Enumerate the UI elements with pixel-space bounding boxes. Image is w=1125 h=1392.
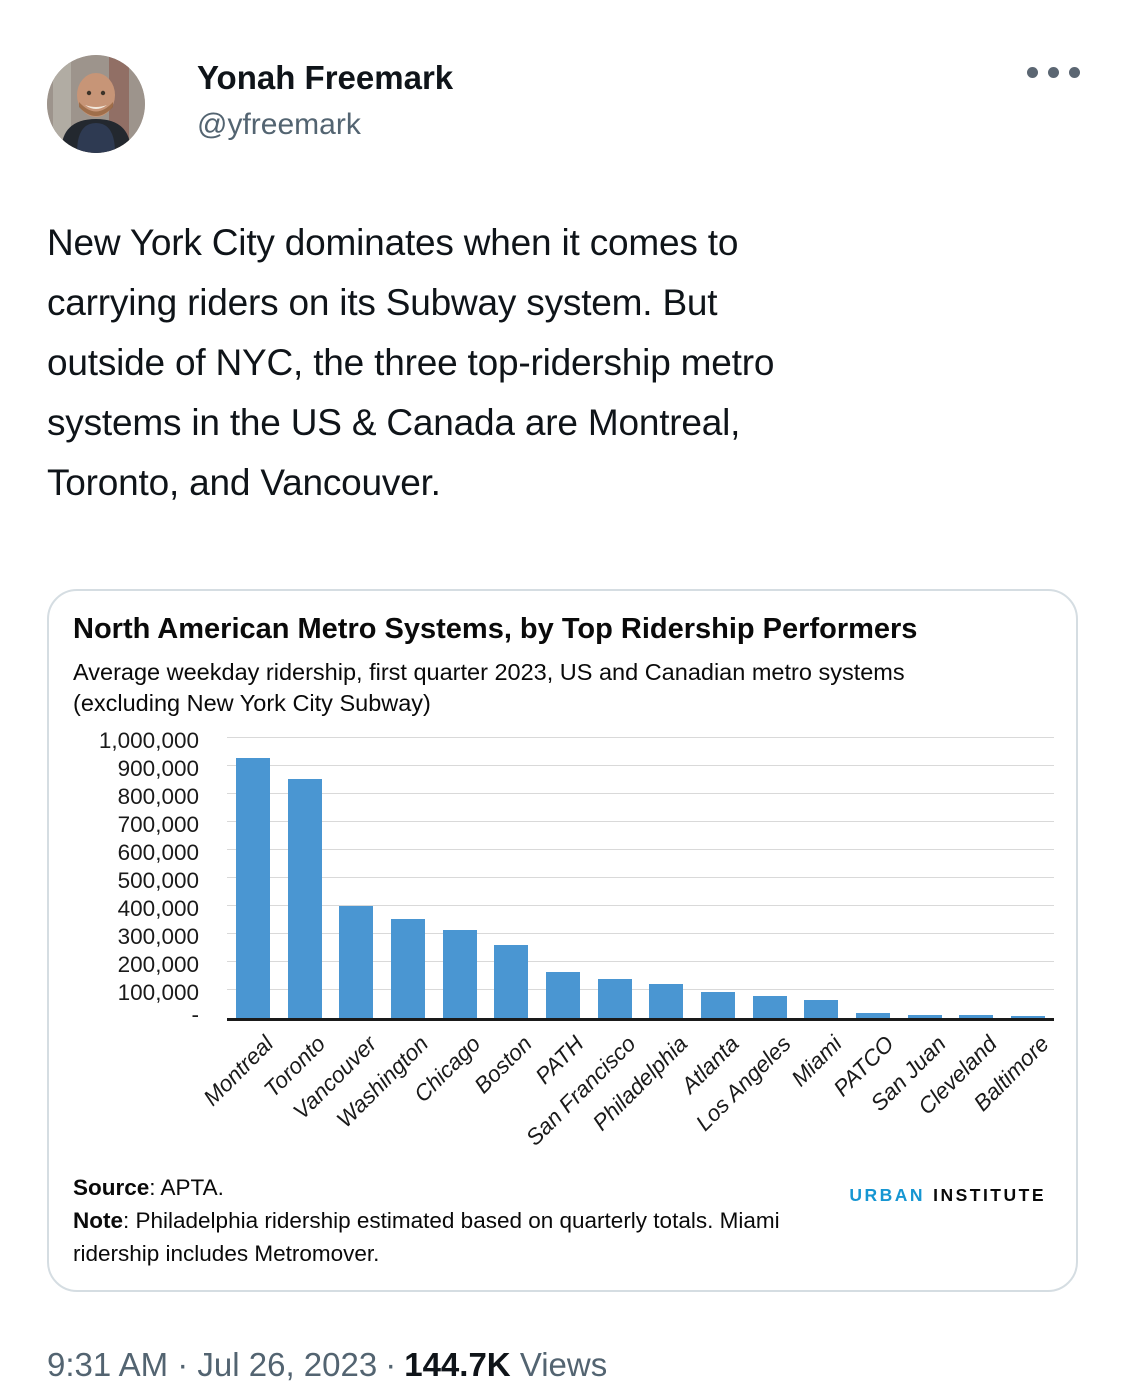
bar-boston (494, 945, 529, 1018)
avatar[interactable] (47, 55, 145, 153)
tweet-text: New York City dominates when it comes to… (47, 222, 775, 503)
y-tick-label: 900,000 (117, 756, 199, 781)
bar-slot (796, 741, 848, 1018)
y-tick-label: 700,000 (117, 812, 199, 837)
chart-image-card[interactable]: North American Metro Systems, by Top Rid… (47, 589, 1078, 1292)
bar-san-juan (907, 1014, 942, 1018)
chart-footer: Source: APTA. Note: Philadelphia ridersh… (73, 1171, 1052, 1270)
more-dots-icon (1048, 67, 1059, 78)
note-label: Note (73, 1208, 123, 1233)
tweet-meta: 9:31 AM · Jul 26, 2023 · 144.7K Views (47, 1344, 1080, 1386)
chart-plot-region: 1,000,000 900,000 800,000 700,000 600,000 500… (71, 729, 1054, 1027)
more-options-button[interactable] (1027, 55, 1080, 78)
gridline (227, 821, 1054, 822)
author-handle: @yfreemark (197, 108, 361, 141)
meta-separator: · (385, 1346, 397, 1383)
y-tick-label: - (191, 1002, 200, 1027)
bar-slot (692, 741, 744, 1018)
more-dots-icon (1027, 67, 1038, 78)
gridline (227, 765, 1054, 766)
x-slot: Los Angeles (691, 1021, 796, 1169)
bar-chicago (442, 929, 477, 1018)
bar-baltimore (1011, 1016, 1046, 1018)
gridline (227, 877, 1054, 878)
chart-subtitle: Average weekday ridership, first quarter… (73, 659, 905, 716)
bar-atlanta (701, 992, 736, 1018)
plot-area (227, 737, 1054, 1021)
bar-slot (279, 741, 331, 1018)
y-tick-label: 200,000 (117, 952, 199, 977)
y-tick-label: 1,000,000 (98, 728, 199, 753)
gridline (227, 793, 1054, 794)
bar-slot (847, 741, 899, 1018)
bar-toronto (287, 778, 322, 1018)
x-slot: Chicago (409, 1021, 486, 1169)
y-tick-label: 400,000 (117, 896, 199, 921)
author-name: Yonah Freemark (197, 59, 454, 96)
bar-slot (589, 741, 641, 1018)
bar-slot (641, 741, 693, 1018)
bar-philadelphia (649, 984, 684, 1018)
bar-slot (434, 741, 486, 1018)
chart-title: North American Metro Systems, by Top Rid… (73, 613, 918, 645)
bar-path (545, 971, 580, 1018)
y-tick-label: 600,000 (117, 840, 199, 865)
gridline (227, 849, 1054, 850)
bar-slot (899, 741, 951, 1018)
gridline (227, 737, 1054, 738)
bar-slot (537, 741, 589, 1018)
gridline (227, 933, 1054, 934)
timestamp-link[interactable]: 9:31 AM · Jul 26, 2023 (47, 1346, 378, 1383)
urban-logo-institute: INSTITUTE (933, 1185, 1046, 1205)
bar-slot (382, 741, 434, 1018)
bar-slot (951, 741, 1003, 1018)
bar-slot (744, 741, 796, 1018)
bar-los-angeles (752, 995, 787, 1018)
source-line: Source: APTA. (73, 1175, 224, 1200)
source-label: Source (73, 1175, 150, 1200)
tweet-header: Yonah Freemark @yfreemark (0, 0, 1125, 153)
note-line: Note: Philadelphia ridership estimated b… (73, 1208, 780, 1266)
bar-slot (330, 741, 382, 1018)
gridline (227, 961, 1054, 962)
y-tick-label: 300,000 (117, 924, 199, 949)
bar-miami (804, 999, 839, 1018)
y-tick-label: 100,000 (117, 980, 199, 1005)
bar-slot (485, 741, 537, 1018)
author-block[interactable]: Yonah Freemark @yfreemark (197, 55, 1027, 144)
bar-san-francisco (597, 979, 632, 1018)
profile-photo (47, 55, 145, 153)
more-dots-icon (1069, 67, 1080, 78)
x-slot: Boston (470, 1021, 537, 1169)
source-note-text: Source: APTA. Note: Philadelphia ridersh… (73, 1171, 849, 1270)
x-slot: Baltimore (969, 1021, 1054, 1169)
gridline (227, 989, 1054, 990)
views-label: Views (519, 1346, 608, 1383)
y-axis: 1,000,000 900,000 800,000 700,000 600,000 500… (71, 729, 199, 1027)
gridline (227, 905, 1054, 906)
x-tick-label: Montreal (198, 1031, 279, 1111)
x-slot: Philadelphia (588, 1021, 693, 1169)
bar-vancouver (339, 906, 374, 1018)
bar-cleveland (959, 1015, 994, 1018)
bar-washington (390, 918, 425, 1018)
bar-slot (227, 741, 279, 1018)
bar-montreal (235, 757, 270, 1018)
bar-patco (856, 1012, 891, 1018)
y-tick-label: 800,000 (117, 784, 199, 809)
urban-institute-logo: URBAN INSTITUTE (849, 1185, 1046, 1206)
bar-slot (1002, 741, 1054, 1018)
bar-series (227, 741, 1054, 1018)
urban-logo-urban: URBAN (849, 1185, 926, 1205)
x-axis: Montreal Toronto Vancouver Washington Chicag… (199, 1021, 1054, 1169)
y-tick-label: 500,000 (117, 868, 199, 893)
views-count: 144.7K (404, 1346, 511, 1383)
